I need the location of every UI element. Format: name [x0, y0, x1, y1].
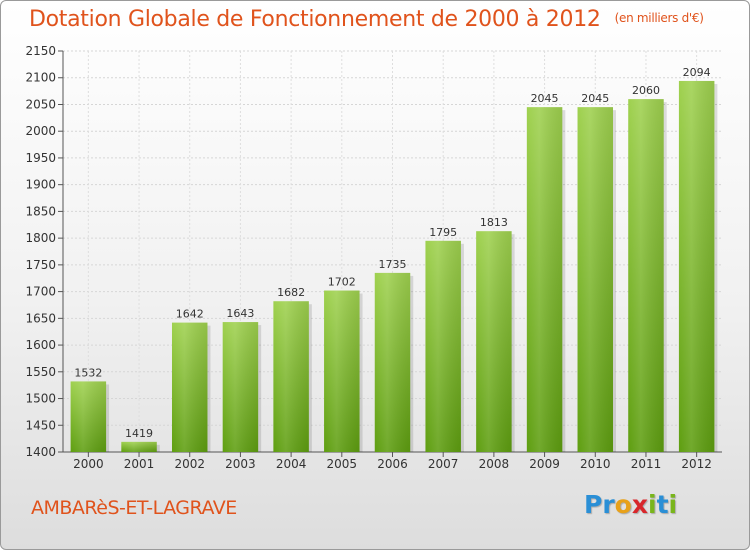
bar-value-label: 1795	[429, 226, 457, 239]
y-tick-label: 1850	[25, 204, 56, 218]
bar-highlight	[476, 231, 512, 452]
y-tick-label: 1750	[25, 258, 56, 272]
y-tick-label: 1550	[25, 365, 56, 379]
bar-highlight	[425, 240, 461, 452]
x-tick-label: 2008	[479, 457, 510, 471]
bar-value-label: 1643	[226, 307, 254, 320]
bar-value-label: 1702	[328, 276, 356, 289]
proxiti-logo[interactable]: Proxiti	[584, 490, 677, 519]
x-tick-label: 2010	[580, 457, 611, 471]
logo-letter: r	[602, 490, 615, 519]
y-tick-label: 1650	[25, 311, 56, 325]
y-tick-label: 1700	[25, 285, 56, 299]
x-tick-label: 2005	[327, 457, 358, 471]
bar-value-label: 1682	[277, 286, 305, 299]
bar-highlight	[678, 80, 715, 452]
logo-letter: i	[668, 490, 678, 519]
y-tick-label: 1600	[25, 338, 56, 352]
bar-highlight	[628, 99, 664, 453]
bar-value-label: 1532	[74, 366, 102, 379]
bar-value-label: 2045	[531, 92, 559, 105]
bar-value-label: 2045	[581, 92, 609, 105]
x-tick-label: 2004	[276, 457, 307, 471]
bar-highlight	[273, 301, 309, 452]
chart-title-text: Dotation Globale de Fonctionnement de 20…	[29, 7, 601, 32]
bar-value-label: 2060	[632, 84, 660, 97]
x-tick-label: 2012	[681, 457, 712, 471]
y-tick-label: 1400	[25, 445, 56, 459]
logo-letter: t	[656, 490, 669, 519]
y-tick-label: 1900	[25, 178, 56, 192]
y-tick-label: 2050	[25, 97, 56, 111]
bar-value-label: 1813	[480, 216, 508, 229]
bar-highlight	[577, 107, 614, 452]
bar-value-label: 1735	[379, 258, 407, 271]
logo-letter: x	[631, 490, 648, 519]
bar-value-label: 1419	[125, 427, 153, 440]
bar-highlight	[374, 272, 411, 452]
bar-highlight	[171, 322, 208, 452]
city-name: AMBARèS-ET-LAGRAVE	[31, 497, 237, 519]
y-tick-label: 1800	[25, 231, 56, 245]
y-tick-label: 1450	[25, 418, 56, 432]
bar-highlight	[121, 441, 157, 452]
bar-highlight	[222, 322, 259, 452]
x-tick-label: 2002	[174, 457, 205, 471]
x-tick-label: 2000	[73, 457, 104, 471]
logo-letter: i	[648, 490, 657, 519]
x-tick-label: 2011	[631, 457, 662, 471]
bar-highlight	[526, 107, 563, 452]
bar-value-label: 2094	[683, 66, 711, 79]
x-tick-label: 2006	[377, 457, 408, 471]
bar-highlight	[70, 381, 107, 452]
x-tick-label: 2009	[529, 457, 560, 471]
x-tick-label: 2007	[428, 457, 459, 471]
chart-title: Dotation Globale de Fonctionnement de 20…	[29, 7, 704, 32]
y-tick-label: 2000	[25, 124, 56, 138]
y-tick-label: 2100	[25, 71, 56, 85]
y-tick-label: 1500	[25, 392, 56, 406]
bar-value-label: 1642	[176, 308, 204, 321]
chart-subtitle: (en milliers d'€)	[614, 11, 704, 25]
x-tick-label: 2003	[225, 457, 256, 471]
x-tick-label: 2001	[124, 457, 155, 471]
y-tick-label: 1950	[25, 151, 56, 165]
bar-highlight	[324, 290, 360, 452]
logo-letter: o	[614, 490, 632, 519]
y-tick-label: 2150	[25, 44, 56, 58]
logo-letter: P	[584, 490, 603, 519]
